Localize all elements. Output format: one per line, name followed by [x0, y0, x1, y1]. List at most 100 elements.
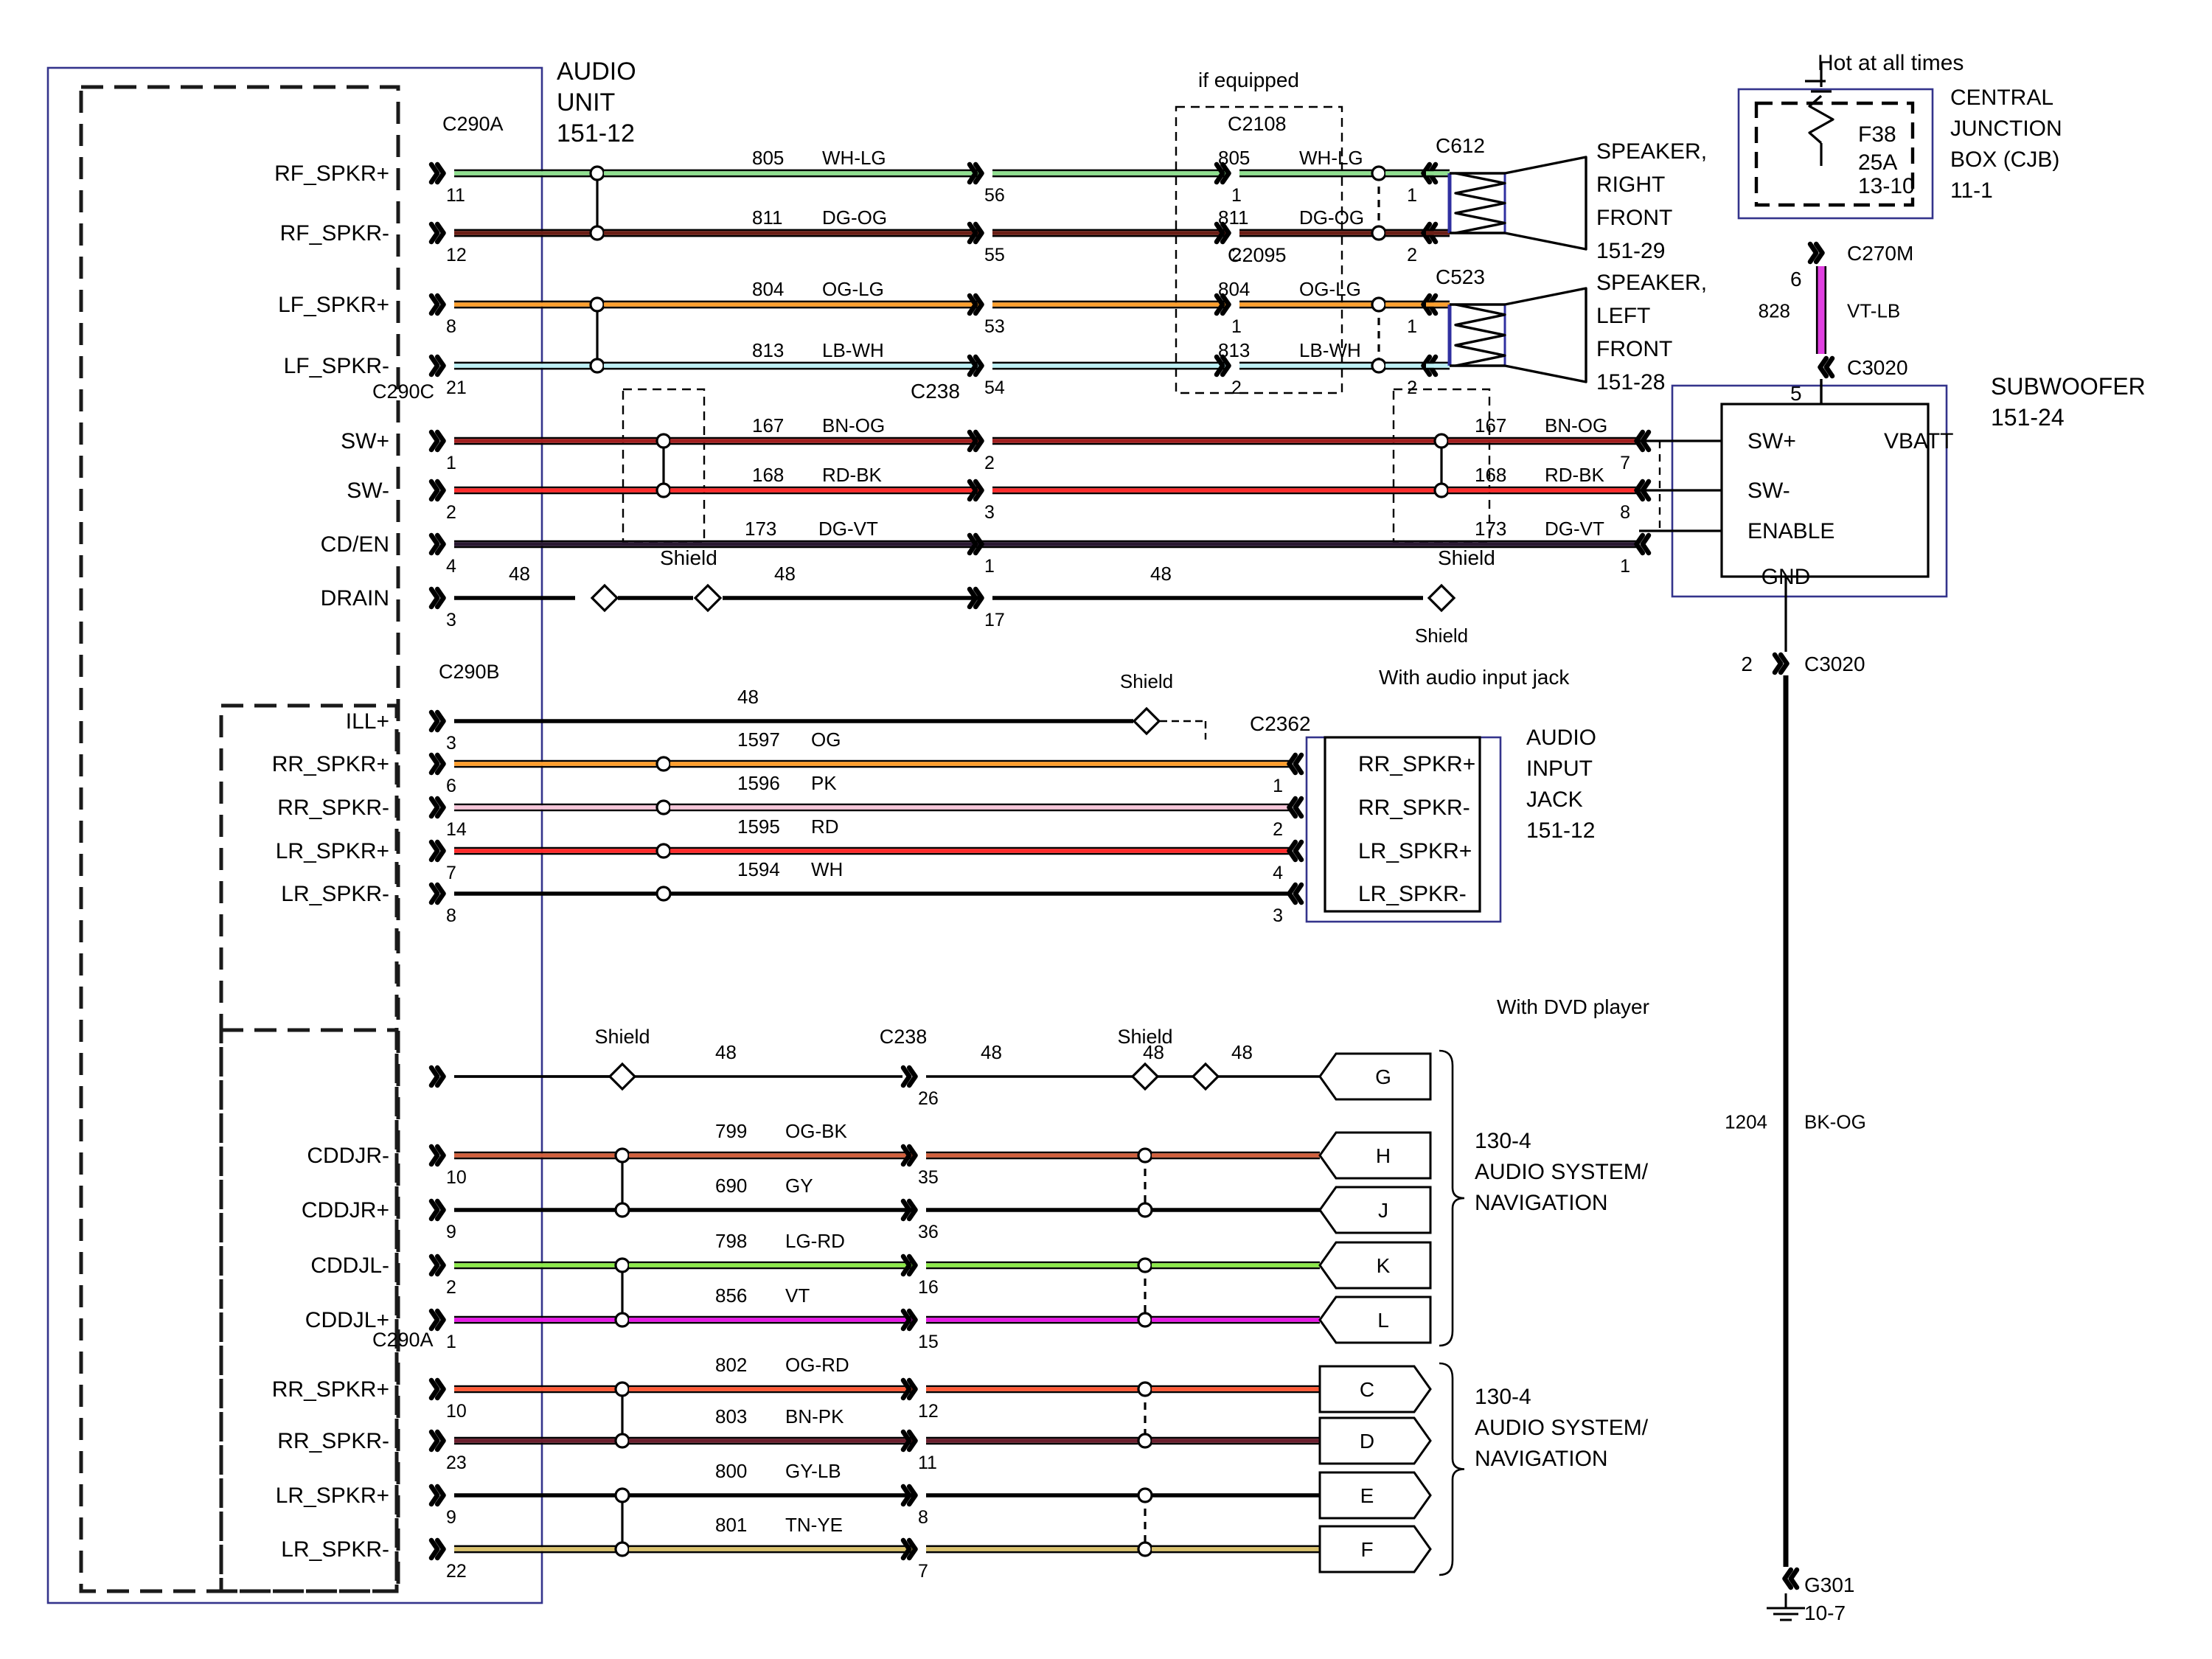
svg-text:802: 802 — [715, 1354, 747, 1376]
svg-text:10: 10 — [446, 1167, 467, 1188]
svg-text:Shield: Shield — [1117, 1026, 1172, 1048]
svg-text:856: 856 — [715, 1284, 747, 1307]
svg-text:Hot at all times: Hot at all times — [1818, 51, 1964, 75]
svg-text:48: 48 — [737, 686, 759, 708]
svg-text:2: 2 — [1407, 245, 1417, 265]
svg-text:Shield: Shield — [1415, 625, 1468, 647]
svg-text:8: 8 — [918, 1507, 928, 1528]
svg-text:LF_SPKR+: LF_SPKR+ — [278, 293, 389, 317]
svg-text:1: 1 — [446, 1332, 456, 1352]
svg-text:RR_SPKR-: RR_SPKR- — [277, 796, 389, 820]
svg-text:NAVIGATION: NAVIGATION — [1475, 1447, 1608, 1471]
svg-text:C290A: C290A — [372, 1329, 434, 1351]
svg-text:SPEAKER,: SPEAKER, — [1596, 271, 1707, 295]
svg-text:CDDJL-: CDDJL- — [310, 1253, 389, 1278]
svg-text:173: 173 — [1475, 518, 1506, 540]
svg-text:Shield: Shield — [594, 1026, 650, 1048]
svg-text:LR_SPKR-: LR_SPKR- — [281, 1537, 389, 1562]
svg-text:C2362: C2362 — [1250, 712, 1311, 735]
svg-text:13-10: 13-10 — [1858, 174, 1915, 198]
svg-text:10-7: 10-7 — [1804, 1601, 1846, 1624]
svg-text:CD/EN: CD/EN — [321, 532, 389, 557]
svg-text:1: 1 — [1407, 316, 1417, 337]
svg-text:48: 48 — [509, 563, 530, 585]
svg-text:C290A: C290A — [442, 113, 504, 135]
svg-text:26: 26 — [918, 1088, 939, 1109]
svg-text:6: 6 — [446, 776, 456, 796]
svg-text:RR_SPKR-: RR_SPKR- — [1358, 796, 1470, 820]
svg-text:SW+: SW+ — [341, 429, 389, 453]
svg-text:4: 4 — [446, 556, 456, 577]
svg-text:48: 48 — [1150, 563, 1172, 585]
svg-text:DG-VT: DG-VT — [818, 518, 878, 540]
svg-text:130-4: 130-4 — [1475, 1129, 1531, 1153]
svg-text:811: 811 — [752, 206, 782, 229]
svg-text:7: 7 — [918, 1561, 928, 1582]
svg-text:48: 48 — [981, 1041, 1002, 1063]
svg-text:C270M: C270M — [1847, 242, 1913, 265]
svg-text:ENABLE: ENABLE — [1747, 519, 1834, 543]
svg-text:1595: 1595 — [737, 815, 780, 838]
svg-text:9: 9 — [446, 1222, 456, 1242]
svg-text:C2108: C2108 — [1228, 113, 1287, 135]
svg-text:48: 48 — [774, 563, 796, 585]
svg-text:7: 7 — [1620, 453, 1630, 473]
svg-text:1596: 1596 — [737, 772, 780, 794]
svg-text:RR_SPKR-: RR_SPKR- — [277, 1429, 389, 1453]
svg-text:WH-LG: WH-LG — [1299, 147, 1363, 169]
svg-text:RD-BK: RD-BK — [1545, 464, 1605, 486]
svg-text:J: J — [1378, 1199, 1388, 1222]
svg-text:690: 690 — [715, 1175, 747, 1197]
svg-text:With audio input jack: With audio input jack — [1379, 666, 1570, 689]
svg-text:1: 1 — [1407, 185, 1417, 206]
svg-text:BN-OG: BN-OG — [822, 414, 885, 437]
svg-text:FRONT: FRONT — [1596, 337, 1672, 361]
svg-text:RF_SPKR+: RF_SPKR+ — [274, 161, 389, 186]
svg-text:22: 22 — [446, 1561, 467, 1582]
svg-text:C238: C238 — [880, 1026, 928, 1048]
svg-text:798: 798 — [715, 1230, 747, 1252]
svg-text:10: 10 — [446, 1401, 467, 1422]
svg-text:811: 811 — [1218, 206, 1248, 229]
svg-text:With DVD player: With DVD player — [1497, 995, 1649, 1018]
svg-text:1594: 1594 — [737, 858, 780, 880]
svg-text:11-1: 11-1 — [1950, 178, 1993, 203]
svg-text:151-12: 151-12 — [557, 119, 635, 147]
svg-text:804: 804 — [752, 278, 784, 300]
svg-text:2: 2 — [1741, 653, 1753, 675]
svg-text:AUDIO SYSTEM/: AUDIO SYSTEM/ — [1475, 1160, 1649, 1184]
svg-text:828: 828 — [1759, 300, 1790, 322]
svg-text:35: 35 — [918, 1167, 939, 1188]
svg-text:VT-LB: VT-LB — [1847, 300, 1900, 322]
svg-text:LF_SPKR-: LF_SPKR- — [284, 354, 389, 378]
svg-text:6: 6 — [1790, 268, 1802, 291]
svg-text:BOX (CJB): BOX (CJB) — [1950, 147, 2059, 172]
svg-text:DG-OG: DG-OG — [1299, 206, 1364, 229]
svg-text:AUDIO: AUDIO — [1526, 726, 1596, 750]
svg-text:1: 1 — [1620, 556, 1630, 577]
svg-text:TN-YE: TN-YE — [785, 1514, 843, 1536]
svg-text:OG-LG: OG-LG — [1299, 278, 1361, 300]
svg-text:RR_SPKR+: RR_SPKR+ — [1358, 752, 1475, 776]
svg-text:23: 23 — [446, 1453, 467, 1473]
svg-text:56: 56 — [984, 185, 1005, 206]
svg-text:167: 167 — [752, 414, 784, 437]
svg-text:F38: F38 — [1858, 122, 1896, 147]
svg-text:BK-OG: BK-OG — [1804, 1111, 1866, 1133]
svg-text:LEFT: LEFT — [1596, 304, 1650, 328]
svg-text:11: 11 — [446, 185, 465, 206]
svg-text:OG-BK: OG-BK — [785, 1120, 847, 1142]
svg-text:LR_SPKR+: LR_SPKR+ — [1358, 839, 1472, 863]
svg-text:8: 8 — [446, 905, 456, 926]
svg-text:RD-BK: RD-BK — [822, 464, 883, 486]
svg-text:SW-: SW- — [1747, 479, 1790, 503]
svg-text:168: 168 — [1475, 464, 1506, 486]
svg-text:GY-LB: GY-LB — [785, 1460, 841, 1482]
svg-text:VBATT: VBATT — [1884, 429, 1953, 453]
svg-text:BN-PK: BN-PK — [785, 1405, 844, 1427]
svg-text:LG-RD: LG-RD — [785, 1230, 845, 1252]
svg-text:805: 805 — [752, 147, 784, 169]
svg-text:54: 54 — [984, 378, 1005, 398]
svg-text:CDDJR-: CDDJR- — [307, 1144, 389, 1168]
svg-text:799: 799 — [715, 1120, 747, 1142]
